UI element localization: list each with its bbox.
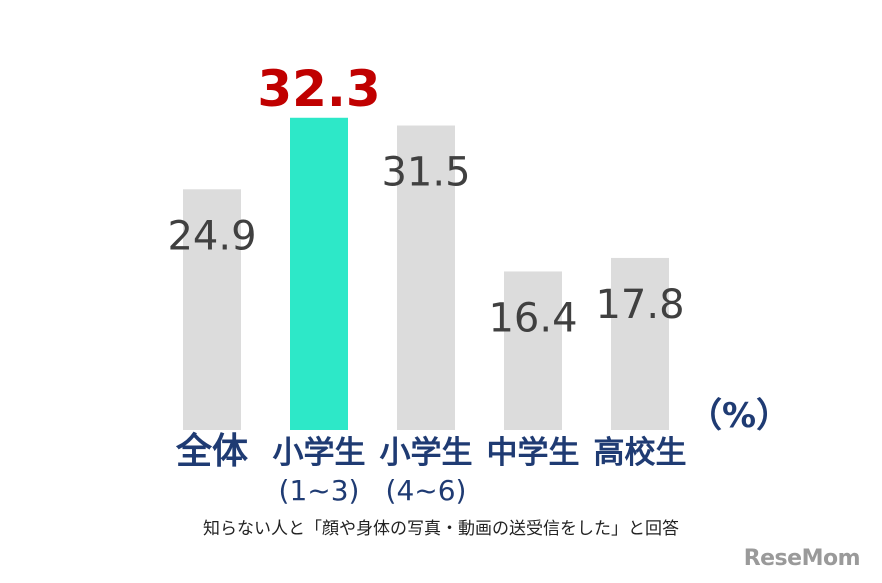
value-label-0: 24.9	[167, 213, 256, 259]
value-label-2: 31.5	[381, 150, 470, 196]
category-label-2: 小学生	[380, 435, 473, 471]
category-sublabel-2: (4~6)	[386, 474, 467, 507]
unit-label: （%）	[688, 396, 791, 436]
value-label-1: 32.3	[257, 60, 380, 118]
bar-3	[504, 271, 562, 430]
category-label-1: 小学生	[273, 435, 366, 471]
bar-4	[611, 257, 669, 430]
bar-0	[183, 189, 241, 430]
category-label-3: 中学生	[487, 435, 580, 471]
category-sublabel-1: (1~3)	[279, 474, 360, 507]
value-label-4: 17.8	[595, 282, 684, 328]
value-label-3: 16.4	[488, 295, 577, 341]
category-label-0: 全体	[175, 430, 248, 472]
chart-caption: 知らない人と「顔や身体の写真・動画の送受信をした」と回答	[203, 519, 679, 539]
resemom-logo: ReseMom	[743, 546, 861, 571]
category-label-4: 高校生	[594, 435, 687, 471]
bar-1	[290, 117, 348, 431]
bar-2	[397, 125, 455, 430]
